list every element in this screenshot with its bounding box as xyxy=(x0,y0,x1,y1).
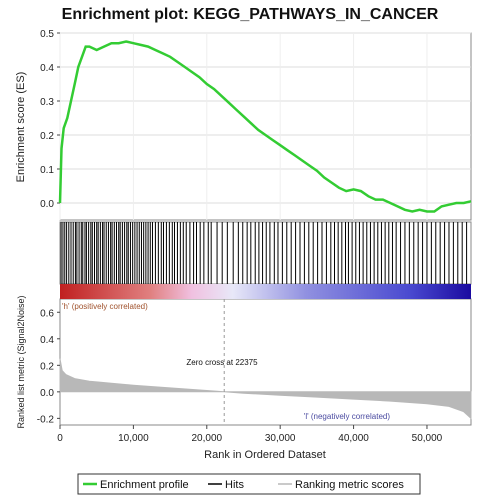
legend-item-metric: Ranking metric scores xyxy=(295,479,404,491)
x-tick-label: 10,000 xyxy=(118,433,149,444)
x-tick-label: 0 xyxy=(57,433,63,444)
es-y-ticks: 0.0 0.1 0.2 0.3 0.4 0.5 xyxy=(40,29,60,210)
es-tick-label: 0.3 xyxy=(40,97,54,108)
hit-marks xyxy=(60,222,468,284)
metric-y-axis-label: Ranked list metric (Signal2Noise) xyxy=(16,295,26,428)
es-tick-label: 0.5 xyxy=(40,29,54,40)
metric-tick-label: 0.4 xyxy=(40,335,54,346)
enrichment-profile-line xyxy=(58,40,472,213)
legend-item-profile: Enrichment profile xyxy=(100,479,189,491)
negative-correlated-label: 'l' (negatively correlated) xyxy=(304,412,391,421)
x-tick-label: 30,000 xyxy=(265,433,296,444)
es-panel xyxy=(59,32,472,221)
rank-gradient-bar xyxy=(60,284,471,299)
x-tick-label: 20,000 xyxy=(191,433,222,444)
metric-tick-label: 0.2 xyxy=(40,361,54,372)
es-tick-label: 0.4 xyxy=(40,63,54,74)
es-tick-label: 0.0 xyxy=(40,199,54,210)
legend-item-hits: Hits xyxy=(225,479,244,491)
x-axis-label: Rank in Ordered Dataset xyxy=(204,449,326,461)
legend-box xyxy=(77,473,421,495)
legend: Enrichment profile Hits Ranking metric s… xyxy=(77,473,421,495)
x-tick-label: 40,000 xyxy=(338,433,369,444)
x-ticks: 0 10,000 20,000 30,000 40,000 50,000 xyxy=(57,425,443,444)
positive-correlated-label: 'h' (positively correlated) xyxy=(62,302,148,311)
es-tick-label: 0.1 xyxy=(40,165,54,176)
metric-area xyxy=(59,358,472,420)
x-tick-label: 50,000 xyxy=(412,433,443,444)
es-tick-label: 0.2 xyxy=(40,131,54,142)
zero-cross-label: Zero cross at 22375 xyxy=(186,358,258,367)
metric-tick-label: 0.6 xyxy=(40,308,54,319)
metric-tick-label: 0.0 xyxy=(40,388,54,399)
metric-panel xyxy=(59,298,472,426)
es-y-axis-label: Enrichment score (ES) xyxy=(15,72,27,183)
metric-y-ticks: -0.2 0.0 0.2 0.4 0.6 xyxy=(37,308,60,425)
metric-area-fill xyxy=(59,358,472,420)
metric-tick-label: -0.2 xyxy=(37,414,55,425)
chart-title: Enrichment plot: KEGG_PATHWAYS_IN_CANCER xyxy=(62,6,439,23)
